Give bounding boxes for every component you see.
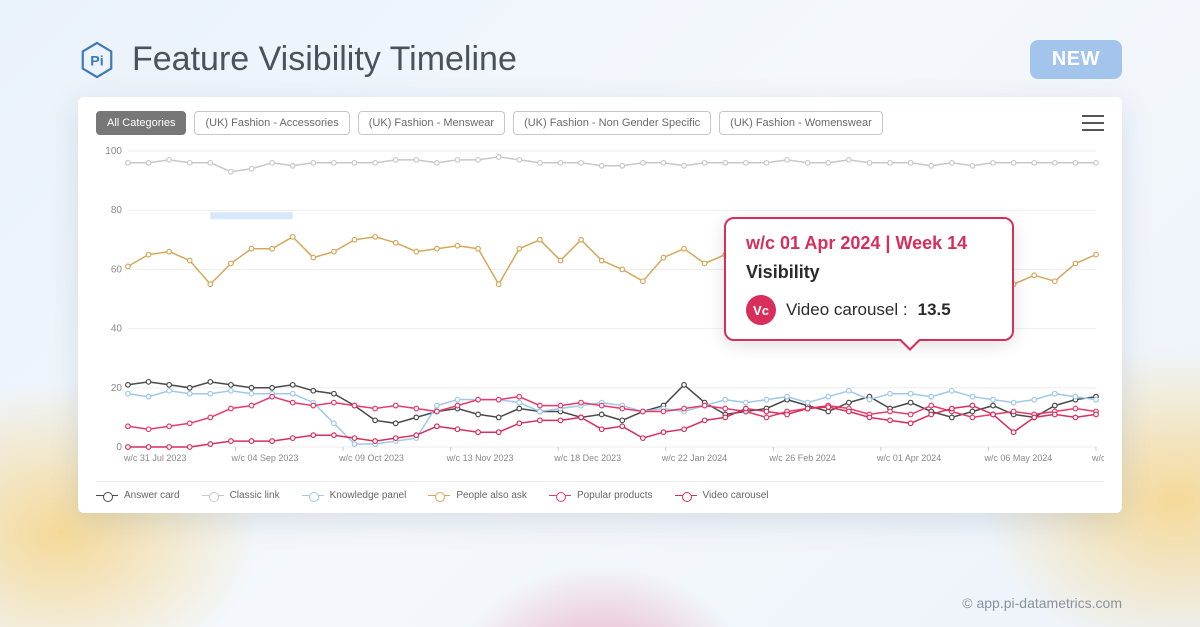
chart-card: All Categories (UK) Fashion - Accessories… xyxy=(78,97,1122,513)
filter-pill[interactable]: (UK) Fashion - Accessories xyxy=(194,111,349,135)
svg-text:40: 40 xyxy=(111,324,123,335)
video-carousel-chip-icon: Vc xyxy=(746,295,776,325)
svg-text:w/c 31 Jul 2023: w/c 31 Jul 2023 xyxy=(123,453,186,463)
svg-text:w/c 10 Jun 2024: w/c 10 Jun 2024 xyxy=(1091,453,1104,463)
svg-text:60: 60 xyxy=(111,264,123,275)
chart-tooltip: w/c 01 Apr 2024 | Week 14 Visibility Vc … xyxy=(724,217,1014,341)
svg-text:w/c 01 Apr 2024: w/c 01 Apr 2024 xyxy=(876,453,941,463)
filter-pill[interactable]: (UK) Fashion - Womenswear xyxy=(719,111,883,135)
legend-item[interactable]: Answer card xyxy=(96,490,180,501)
tooltip-row: Vc Video carousel : 13.5 xyxy=(746,295,992,325)
svg-text:80: 80 xyxy=(111,205,123,216)
legend-item[interactable]: Video carousel xyxy=(675,490,769,501)
hamburger-icon[interactable] xyxy=(1082,115,1104,131)
filter-pill[interactable]: (UK) Fashion - Menswear xyxy=(358,111,505,135)
header: Pi Feature Visibility Timeline NEW xyxy=(0,0,1200,97)
legend-item[interactable]: People also ask xyxy=(428,490,527,501)
svg-text:w/c 18 Dec 2023: w/c 18 Dec 2023 xyxy=(553,453,621,463)
tooltip-section: Visibility xyxy=(746,262,992,283)
timeline-chart[interactable]: 0 20 40 60 80 100 w/c 31 Jul 2023 w/c 04 Sep 20… xyxy=(96,145,1104,475)
svg-text:w/c 13 Nov 2023: w/c 13 Nov 2023 xyxy=(446,453,514,463)
chart-legend: Answer card Classic link Knowledge panel Pe… xyxy=(96,481,1104,501)
page-title: Feature Visibility Timeline xyxy=(132,40,1030,79)
new-badge: NEW xyxy=(1030,40,1122,79)
footer-credit: © app.pi-datametrics.com xyxy=(962,595,1122,611)
svg-text:w/c 09 Oct 2023: w/c 09 Oct 2023 xyxy=(338,453,404,463)
svg-text:w/c 22 Jan 2024: w/c 22 Jan 2024 xyxy=(661,453,727,463)
category-filters: All Categories (UK) Fashion - Accessories… xyxy=(96,111,1104,135)
svg-text:0: 0 xyxy=(116,442,122,453)
legend-item[interactable]: Classic link xyxy=(202,490,280,501)
svg-text:20: 20 xyxy=(111,383,123,394)
tooltip-value: 13.5 xyxy=(918,300,951,320)
svg-text:Pi: Pi xyxy=(90,53,103,69)
tooltip-series-label: Video carousel : xyxy=(786,300,908,320)
svg-text:100: 100 xyxy=(105,146,122,157)
tooltip-date: w/c 01 Apr 2024 | Week 14 xyxy=(746,233,992,254)
filter-pill[interactable]: (UK) Fashion - Non Gender Specific xyxy=(513,111,711,135)
logo-icon: Pi xyxy=(78,41,116,79)
legend-item[interactable]: Knowledge panel xyxy=(302,490,407,501)
filter-pill[interactable]: All Categories xyxy=(96,111,186,135)
svg-text:w/c 26 Feb 2024: w/c 26 Feb 2024 xyxy=(768,453,835,463)
svg-text:w/c 06 May 2024: w/c 06 May 2024 xyxy=(983,453,1052,463)
legend-item[interactable]: Popular products xyxy=(549,490,653,501)
svg-text:w/c 04 Sep 2023: w/c 04 Sep 2023 xyxy=(231,453,299,463)
